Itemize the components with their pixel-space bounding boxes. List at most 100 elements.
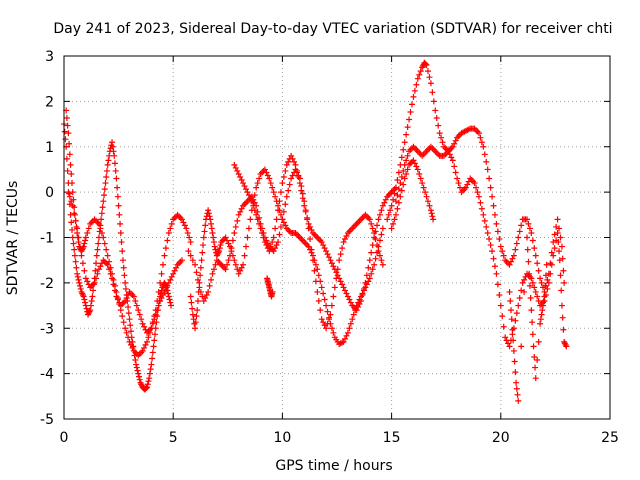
data-point — [72, 258, 79, 265]
data-point — [556, 248, 563, 255]
data-point — [127, 322, 134, 329]
data-point — [173, 264, 180, 271]
data-point — [359, 291, 366, 298]
data-point — [411, 87, 418, 94]
series-track-11 — [264, 275, 276, 300]
data-point — [63, 115, 70, 122]
data-point — [339, 281, 346, 288]
data-point — [486, 236, 493, 243]
data-point — [264, 172, 271, 179]
data-point — [496, 291, 503, 298]
data-point — [122, 298, 129, 305]
data-point — [513, 310, 520, 317]
data-point — [97, 263, 104, 270]
data-point — [528, 275, 535, 282]
data-point — [143, 384, 150, 391]
data-point — [241, 183, 248, 190]
data-point — [241, 252, 248, 259]
data-point — [280, 174, 287, 180]
data-point — [240, 261, 247, 268]
data-point — [74, 270, 81, 277]
data-point — [107, 270, 114, 277]
data-point — [98, 210, 105, 217]
data-point — [198, 257, 205, 264]
data-point — [135, 307, 142, 314]
data-point — [237, 267, 244, 274]
data-point — [526, 225, 533, 232]
data-point — [325, 316, 332, 323]
data-point — [288, 175, 295, 182]
data-point — [150, 343, 157, 350]
data-point — [484, 166, 491, 173]
data-point — [149, 355, 156, 362]
data-point — [143, 384, 150, 391]
data-point — [212, 246, 219, 253]
data-point — [423, 62, 430, 69]
data-point — [119, 257, 126, 264]
data-point — [401, 139, 408, 146]
data-point — [232, 223, 239, 230]
data-point — [317, 307, 324, 314]
data-point — [318, 239, 325, 246]
series-track-9 — [388, 157, 437, 232]
data-point — [327, 257, 334, 264]
data-point — [125, 334, 132, 341]
data-point — [497, 243, 504, 250]
data-point — [379, 261, 386, 268]
data-point — [544, 285, 551, 292]
data-point — [244, 234, 251, 241]
data-point — [283, 161, 290, 168]
data-point — [253, 211, 260, 218]
data-point — [403, 170, 410, 177]
data-point — [519, 279, 526, 286]
data-point — [186, 234, 193, 241]
data-point — [532, 364, 539, 371]
data-point — [206, 213, 213, 220]
data-point — [548, 261, 555, 268]
data-point — [77, 282, 84, 289]
data-point — [320, 319, 327, 326]
data-point — [98, 229, 105, 236]
data-point — [379, 225, 386, 232]
data-point — [413, 163, 420, 170]
data-point — [481, 151, 488, 158]
data-point — [148, 361, 155, 368]
data-point — [375, 216, 382, 223]
data-point — [534, 357, 541, 364]
data-point — [90, 287, 97, 294]
data-point — [168, 302, 175, 309]
data-point — [273, 216, 280, 223]
data-point — [118, 239, 125, 246]
data-point — [208, 225, 215, 232]
data-point — [400, 146, 407, 153]
data-point — [462, 184, 469, 191]
data-point — [208, 276, 215, 283]
data-point — [427, 80, 434, 87]
data-point — [178, 216, 185, 223]
data-point — [304, 214, 311, 221]
data-point — [528, 307, 535, 314]
x-tick-label: 25 — [601, 430, 619, 446]
data-point — [521, 288, 528, 295]
data-point — [525, 258, 532, 265]
data-point — [360, 285, 367, 292]
data-point — [506, 261, 513, 268]
data-point — [61, 128, 68, 135]
data-point — [194, 307, 201, 314]
data-point — [70, 240, 77, 247]
data-point — [432, 107, 439, 114]
data-point — [67, 161, 74, 168]
data-point — [531, 353, 538, 360]
data-point — [63, 155, 70, 162]
data-point — [286, 181, 293, 188]
data-point — [391, 216, 398, 223]
data-point — [136, 311, 143, 318]
data-point — [315, 272, 322, 279]
data-point — [238, 205, 245, 212]
data-point — [518, 343, 525, 350]
data-point — [272, 225, 279, 232]
data-point — [112, 167, 119, 174]
data-point — [270, 189, 277, 196]
data-point — [69, 202, 76, 209]
data-point — [260, 234, 267, 241]
